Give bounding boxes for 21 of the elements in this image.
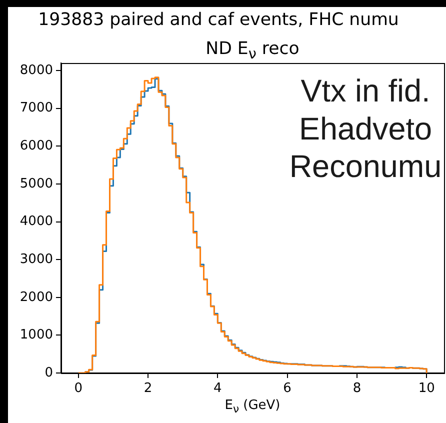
x-tick-label: 10 (418, 381, 435, 396)
y-tick-label: 5000 (20, 176, 53, 192)
chart-title: 193883 paired and caf events, FHC numu (37, 10, 400, 31)
annotation: Vtx in fid. (300, 72, 430, 109)
y-tick-label: 2000 (20, 290, 53, 305)
x-tick-label: 8 (352, 381, 362, 396)
y-tick-label: 8000 (20, 62, 53, 78)
x-tick-label: 2 (144, 381, 152, 396)
y-tick-label: 0 (44, 365, 53, 380)
x-tick-label: 0 (74, 381, 83, 396)
annotation: Ehadveto (298, 110, 432, 146)
x-tick-label: 4 (214, 381, 222, 396)
x-axis-title: E$_{ν}$ (GeV) (224, 398, 282, 418)
y-tick-label: 7000 (20, 100, 53, 116)
chart-subtitle: ND E$_{ν}$ reco (204, 39, 300, 64)
annotation: Reconumu (289, 148, 442, 184)
x-tick-label: 6 (283, 381, 292, 396)
y-tick-label: 3000 (20, 252, 53, 267)
y-tick-label: 1000 (20, 328, 53, 343)
y-tick-label: 4000 (20, 214, 53, 230)
y-tick-label: 6000 (20, 138, 53, 154)
